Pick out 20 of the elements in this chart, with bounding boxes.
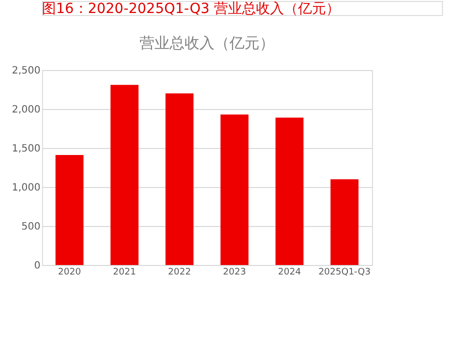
bar (166, 93, 194, 265)
bar (56, 155, 84, 265)
bar (110, 84, 138, 265)
y-tick-label: 1,500 (12, 144, 40, 154)
x-tick-label: 2024 (278, 268, 302, 278)
x-tick-label: 2020 (58, 268, 82, 278)
y-tick-label: 0 (34, 260, 40, 272)
y-tick-label: 500 (21, 222, 40, 232)
bar (220, 114, 248, 265)
x-tick-label: 2023 (223, 268, 246, 278)
x-tick-label: 2025Q1-Q3 (318, 268, 371, 278)
y-tick-label: 2,000 (12, 104, 40, 116)
bar (276, 118, 304, 265)
chart-title: 营业总收入（亿元） (140, 34, 274, 52)
y-tick-label: 2,500 (12, 66, 40, 76)
bar (330, 179, 358, 265)
x-tick-label: 2022 (168, 268, 191, 278)
y-tick-label: 1,000 (12, 182, 40, 194)
caption: 图16：2020-2025Q1-Q3 营业总收入（亿元） (42, 1, 340, 17)
x-tick-label: 2021 (113, 268, 136, 278)
